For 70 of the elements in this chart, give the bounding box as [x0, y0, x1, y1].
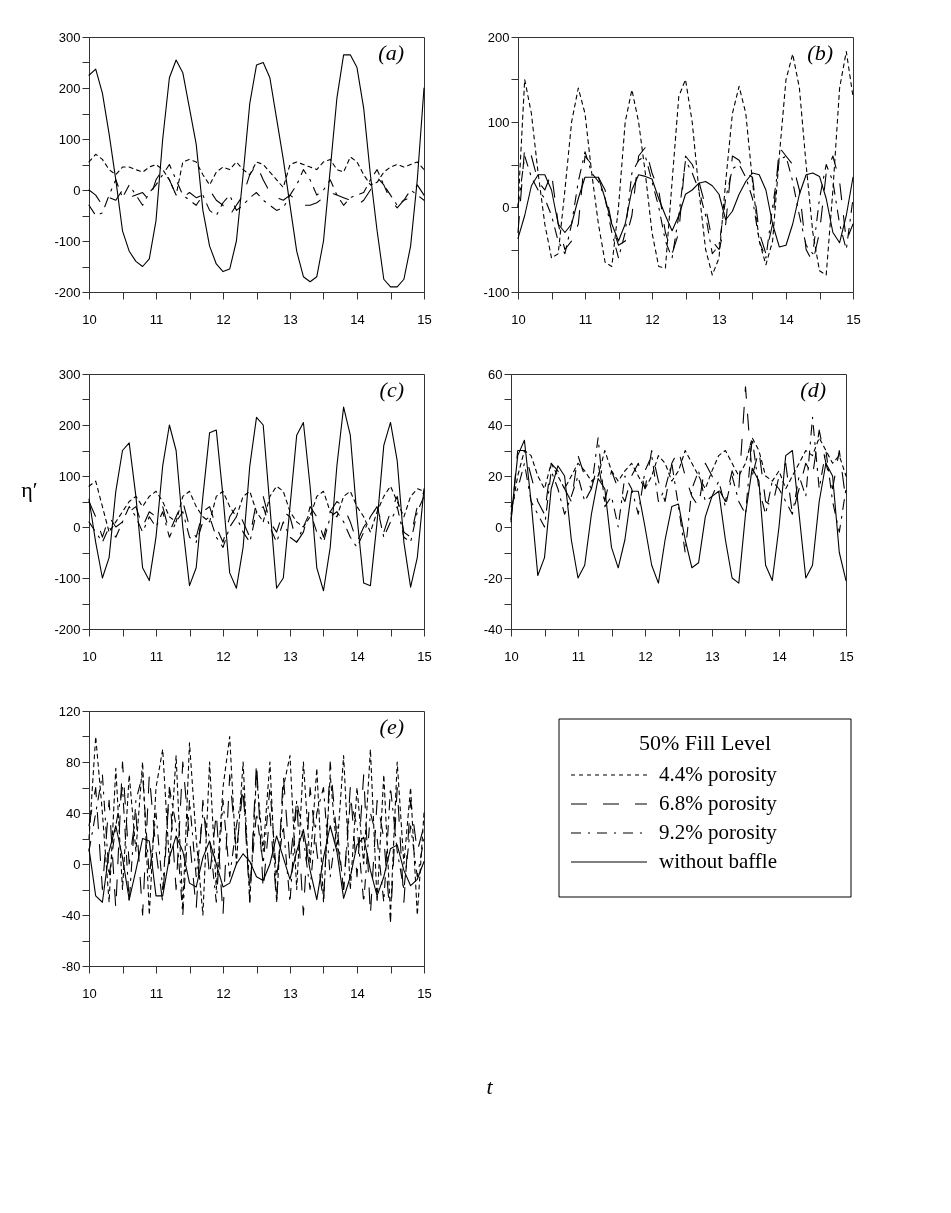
x-tick-label: 11 [149, 985, 164, 1001]
x-tick-label: 12 [216, 648, 231, 664]
y-tick-label: -200 [54, 621, 81, 637]
y-tick-label: 0 [495, 519, 503, 535]
y-tick-label: 40 [66, 805, 81, 821]
x-tick-label: 14 [772, 648, 787, 664]
y-tick-label: 80 [66, 754, 81, 770]
x-tick-label: 11 [149, 648, 164, 664]
x-tick-label: 10 [511, 311, 526, 327]
x-tick-label: 10 [82, 648, 97, 664]
y-tick-label: -80 [61, 958, 81, 974]
y-axis-title: η′ [21, 477, 38, 502]
y-tick-label: -100 [54, 570, 81, 586]
y-tick-label: 0 [73, 856, 81, 872]
legend-label: 6.8% porosity [659, 791, 778, 815]
x-tick-label: 12 [638, 648, 653, 664]
y-tick-label: -100 [54, 233, 81, 249]
annotation: (b) [807, 40, 833, 65]
y-tick-label: -100 [483, 284, 510, 300]
x-tick-label: 15 [417, 311, 432, 327]
y-tick-label: 300 [58, 29, 81, 45]
y-tick-label: -20 [483, 570, 503, 586]
legend-label: 9.2% porosity [659, 820, 778, 844]
x-tick-label: 13 [283, 311, 298, 327]
annotation: (d) [800, 377, 826, 402]
x-tick-label: 13 [712, 311, 727, 327]
x-tick-label: 11 [571, 648, 586, 664]
x-tick-label: 13 [283, 648, 298, 664]
x-tick-label: 10 [82, 311, 97, 327]
x-tick-label: 15 [846, 311, 861, 327]
y-tick-label: 200 [58, 80, 81, 96]
y-tick-label: 20 [488, 468, 503, 484]
y-tick-label: 0 [502, 199, 510, 215]
y-tick-label: -40 [61, 907, 81, 923]
x-tick-label: 14 [350, 985, 365, 1001]
annotation: (a) [378, 40, 404, 65]
annotation: (c) [379, 377, 404, 402]
y-tick-label: -200 [54, 284, 81, 300]
x-tick-label: 14 [350, 648, 365, 664]
legend-label: without baffle [659, 849, 778, 873]
x-tick-label: 13 [283, 985, 298, 1001]
x-tick-label: 12 [645, 311, 660, 327]
x-tick-label: 12 [216, 311, 231, 327]
x-tick-label: 10 [504, 648, 519, 664]
y-tick-label: -40 [483, 621, 503, 637]
y-tick-label: 200 [487, 29, 510, 45]
y-tick-label: 100 [58, 131, 81, 147]
x-tick-label: 15 [839, 648, 854, 664]
x-tick-label: 11 [149, 311, 164, 327]
annotation: (e) [379, 714, 404, 739]
x-tick-label: 11 [578, 311, 593, 327]
x-tick-label: 12 [216, 985, 231, 1001]
x-tick-label: 13 [705, 648, 720, 664]
legend-title: 50% Fill Level [639, 730, 771, 755]
x-tick-label: 15 [417, 648, 432, 664]
x-axis-title: t [486, 1073, 494, 1099]
y-tick-label: 100 [58, 468, 81, 484]
y-tick-label: 100 [487, 114, 510, 130]
x-tick-label: 15 [417, 985, 432, 1001]
x-tick-label: 14 [350, 311, 365, 327]
y-tick-label: 40 [488, 417, 503, 433]
y-tick-label: 120 [58, 703, 81, 719]
x-tick-label: 10 [82, 985, 97, 1001]
legend-label: 4.4% porosity [659, 762, 778, 786]
y-tick-label: 0 [73, 182, 81, 198]
y-tick-label: 300 [58, 366, 81, 382]
x-tick-label: 14 [779, 311, 794, 327]
y-tick-label: 0 [73, 519, 81, 535]
y-tick-label: 60 [488, 366, 503, 382]
y-tick-label: 200 [58, 417, 81, 433]
